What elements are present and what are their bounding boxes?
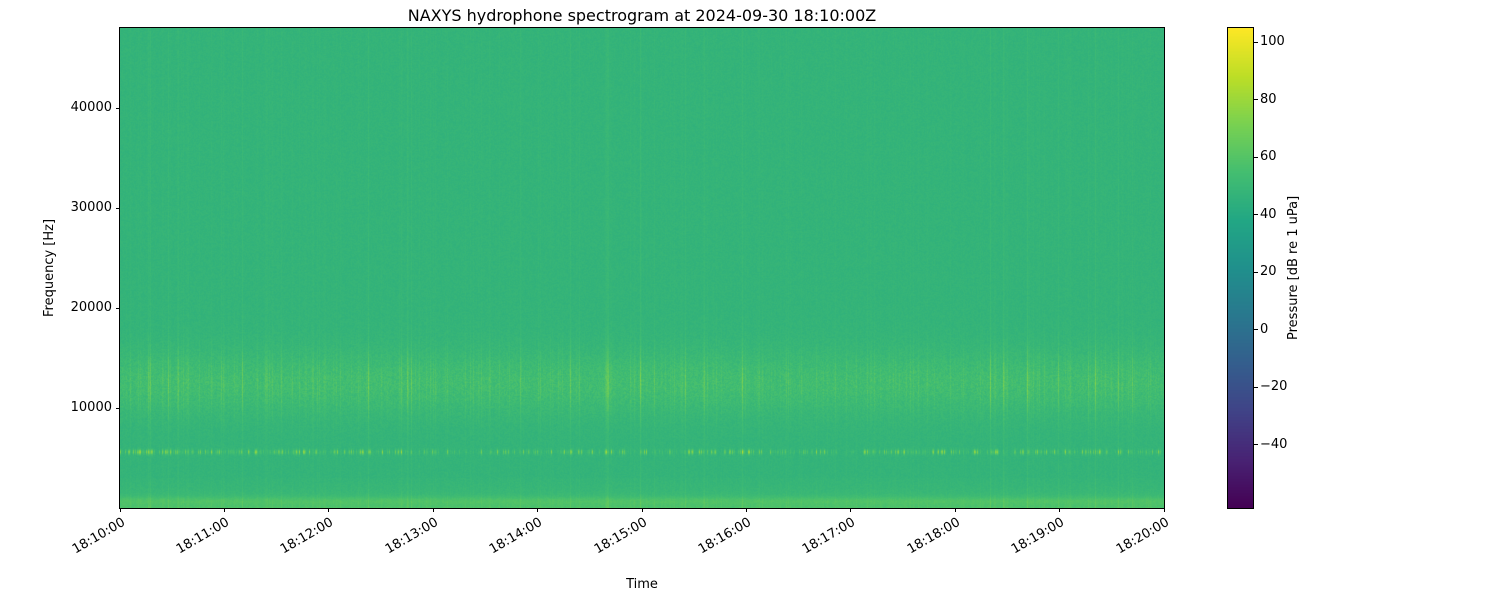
x-tick-label: 18:19:00 — [1009, 515, 1068, 558]
x-tick-label: 18:11:00 — [173, 515, 232, 558]
x-tick-label: 18:20:00 — [1113, 515, 1172, 558]
colorbar-tick-label: 100 — [1260, 34, 1285, 50]
colorbar-tick-mark — [1254, 444, 1258, 446]
x-tick-mark — [223, 508, 225, 512]
colorbar-tick-label: 80 — [1260, 91, 1277, 107]
x-tick-label: 18:10:00 — [69, 515, 128, 558]
colorbar-tick-mark — [1254, 329, 1258, 331]
x-tick-mark — [432, 508, 434, 512]
colorbar-tick-mark — [1254, 214, 1258, 216]
x-tick-label: 18:16:00 — [695, 515, 754, 558]
colorbar-tick-label: 0 — [1260, 321, 1269, 337]
x-tick-label: 18:13:00 — [382, 515, 441, 558]
x-tick-mark — [328, 508, 330, 512]
colorbar — [1228, 28, 1253, 508]
x-tick-label: 18:17:00 — [800, 515, 859, 558]
chart-title: NAXYS hydrophone spectrogram at 2024-09-… — [407, 6, 877, 25]
colorbar-tick-label: 60 — [1260, 149, 1277, 165]
x-axis-label: Time — [626, 577, 658, 592]
y-axis-label: Frequency [Hz] — [42, 218, 57, 318]
x-tick-mark — [1059, 508, 1061, 512]
y-tick-label: 30000 — [70, 200, 112, 215]
spectrogram-heatmap — [120, 28, 1164, 508]
x-tick-mark — [1163, 508, 1165, 512]
y-tick-label: 10000 — [70, 400, 112, 415]
x-tick-label: 18:12:00 — [278, 515, 337, 558]
x-tick-mark — [850, 508, 852, 512]
y-tick-mark — [116, 307, 120, 309]
x-tick-mark — [954, 508, 956, 512]
colorbar-tick-mark — [1254, 99, 1258, 101]
x-tick-label: 18:14:00 — [487, 515, 546, 558]
y-tick-label: 40000 — [70, 100, 112, 115]
x-tick-mark — [641, 508, 643, 512]
y-tick-mark — [116, 407, 120, 409]
y-tick-mark — [116, 207, 120, 209]
colorbar-tick-mark — [1254, 41, 1258, 43]
colorbar-tick-mark — [1254, 156, 1258, 158]
colorbar-tick-mark — [1254, 271, 1258, 273]
colorbar-tick-label: 20 — [1260, 264, 1277, 280]
colorbar-tick-label: −40 — [1260, 436, 1288, 452]
x-tick-mark — [537, 508, 539, 512]
colorbar-label: Pressure [dB re 1 uPa] — [1286, 195, 1301, 341]
colorbar-tick-mark — [1254, 386, 1258, 388]
x-tick-label: 18:15:00 — [591, 515, 650, 558]
x-tick-label: 18:18:00 — [904, 515, 963, 558]
colorbar-tick-label: 40 — [1260, 206, 1277, 222]
x-tick-mark — [119, 508, 121, 512]
y-tick-mark — [116, 107, 120, 109]
colorbar-tick-label: −20 — [1260, 379, 1288, 395]
y-tick-label: 20000 — [70, 300, 112, 315]
x-tick-mark — [745, 508, 747, 512]
